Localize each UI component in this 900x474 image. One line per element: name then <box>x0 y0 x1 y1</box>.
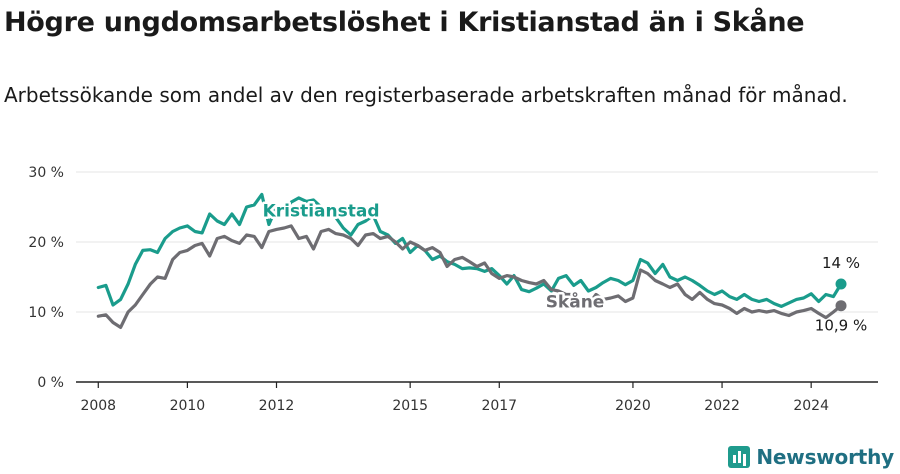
y-tick-label: 30 % <box>28 165 64 181</box>
brand-name: Newsworthy <box>756 445 894 469</box>
series-annotation: Kristianstad <box>263 202 380 222</box>
series-line-skne <box>96 224 843 329</box>
x-tick-label: 2024 <box>793 398 829 414</box>
y-tick-label: 20 % <box>28 235 64 251</box>
series-line-kristianstad <box>96 192 843 308</box>
series-annotation: Skåne <box>546 291 605 313</box>
series-end-point <box>835 278 847 290</box>
chart-subtitle: Arbetssökande som andel av den registerb… <box>4 83 848 107</box>
x-tick-label: 2010 <box>170 398 206 414</box>
chart-title: Högre ungdomsarbetslöshet i Kristianstad… <box>4 7 805 38</box>
series-annotation-halo: Kristianstad <box>263 202 380 222</box>
x-tick-label: 2020 <box>615 398 651 414</box>
x-tick-label: 2012 <box>259 398 295 414</box>
x-tick-label: 2022 <box>704 398 740 414</box>
x-tick-label: 2015 <box>392 398 428 414</box>
series-annotation-halo: Skåne <box>546 291 605 313</box>
y-tick-label: 0 % <box>37 375 64 391</box>
x-tick-label: 2017 <box>481 398 517 414</box>
series-end-label: 10,9 % <box>815 317 867 335</box>
y-tick-label: 10 % <box>28 305 64 321</box>
x-tick-label: 2008 <box>80 398 116 414</box>
series-end-label: 14 % <box>822 254 860 272</box>
newsworthy-logo-icon <box>728 446 751 468</box>
newsworthy-brand: Newsworthy <box>728 442 894 472</box>
series-end-point <box>835 300 847 312</box>
